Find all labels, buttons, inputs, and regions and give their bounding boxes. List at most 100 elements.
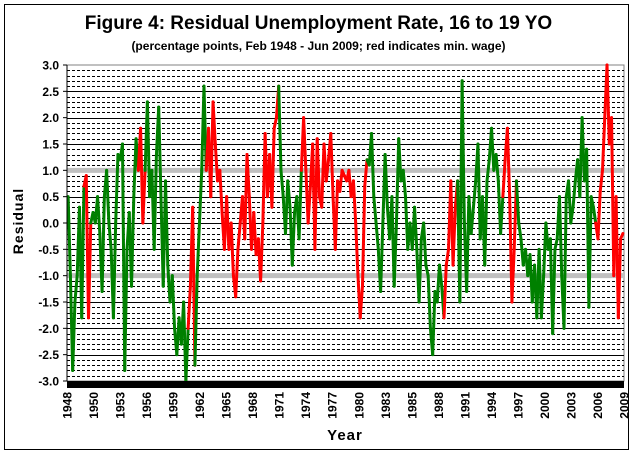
chart-title: Figure 4: Residual Unemployment Rate, 16… [84, 13, 553, 34]
series-segment [426, 274, 432, 330]
x-tick-label: 1971 [273, 392, 287, 419]
series-segment [557, 195, 564, 278]
x-tick-label: 1977 [326, 392, 340, 419]
series-segment [517, 221, 523, 241]
x-tick-label: 2000 [538, 392, 552, 419]
y-tick-label: 2.5 [42, 85, 59, 99]
series-segment [184, 326, 190, 383]
series-segment [553, 237, 559, 251]
x-tick-label: 1950 [87, 392, 101, 419]
x-tick-label: 1962 [193, 392, 207, 419]
series-segment-min-wage [605, 63, 611, 146]
series-segment [460, 79, 466, 225]
series-segment-min-wage [333, 179, 340, 251]
x-tick-label: 2009 [618, 392, 632, 419]
series-segment [111, 221, 118, 320]
series-segment [397, 137, 403, 183]
series-segment [197, 168, 204, 225]
series-segment-min-wage [218, 168, 224, 214]
series-segment-min-wage [442, 263, 448, 320]
series-segment-min-wage [302, 116, 308, 172]
x-tick-label: 1974 [299, 392, 313, 419]
series-segment-min-wage [354, 221, 360, 278]
series-segment-min-wage [600, 116, 607, 172]
series-segment [73, 274, 79, 304]
series-segment-min-wage [87, 221, 93, 320]
series-segment-min-wage [229, 221, 235, 278]
series-segment-min-wage [351, 179, 358, 225]
series-segment [370, 131, 376, 199]
series-segment-min-wage [324, 158, 331, 183]
series-segment-min-wage [211, 100, 217, 146]
series-segment [114, 153, 120, 225]
y-tick-label: -0.5 [38, 243, 59, 257]
series-segment [100, 195, 106, 293]
series-segment-min-wage [306, 184, 312, 225]
series-segment-min-wage [213, 142, 220, 183]
x-tick-label: 1991 [458, 392, 472, 419]
series-segment-min-wage [141, 168, 147, 225]
y-tick-label: 0.0 [42, 217, 59, 231]
series-segment [424, 263, 430, 278]
x-tick-label: 1983 [379, 392, 393, 419]
series-segment [562, 195, 568, 330]
series-segment-min-wage [272, 116, 278, 130]
y-tick-label: 2.0 [42, 111, 59, 125]
series-segment-min-wage [329, 131, 335, 199]
series-segment [413, 205, 419, 251]
series-segment-min-wage [501, 158, 507, 199]
series-segment-min-wage [236, 221, 242, 251]
series-segment [587, 195, 593, 309]
series-segment-min-wage [270, 126, 276, 209]
y-tick-label: 3.0 [42, 59, 59, 73]
series-segment [80, 184, 86, 320]
chart-frame [4, 4, 629, 450]
series-segment-min-wage [358, 284, 364, 320]
series-segment [499, 195, 505, 236]
y-tick-label: -1.0 [38, 269, 59, 283]
series-segment [379, 221, 385, 293]
y-tick-label: 1.0 [42, 164, 59, 178]
series-segment-min-wage [186, 284, 192, 330]
series-segment [401, 168, 408, 199]
series-segment [290, 210, 297, 267]
x-tick-label: 1968 [246, 392, 260, 419]
series-segment [374, 221, 380, 251]
series-segment-min-wage [360, 184, 367, 288]
series-segment-min-wage [505, 126, 512, 199]
series-segment-min-wage [451, 205, 457, 267]
series-segment [571, 179, 577, 209]
series-segment [123, 247, 129, 372]
series-segment [195, 221, 201, 278]
x-tick-label: 2006 [591, 392, 605, 419]
series-segment [66, 195, 72, 278]
y-axis-label: Residual [10, 187, 26, 255]
series-segment [431, 289, 437, 357]
x-tick-label: 1965 [220, 392, 234, 419]
y-tick-label: -2.5 [38, 348, 59, 362]
series-segment [130, 195, 136, 288]
y-tick-label: 1.5 [42, 138, 59, 152]
x-tick-label: 1985 [405, 392, 419, 419]
series-segment-min-wage [315, 137, 321, 199]
y-tick-label: -1.5 [38, 296, 59, 310]
series-segment [539, 274, 546, 320]
series-segment-min-wage [510, 247, 516, 304]
series-segment-min-wage [259, 221, 265, 283]
series-segment [107, 221, 113, 251]
series-segment-min-wage [338, 168, 344, 193]
series-segment-min-wage [234, 247, 240, 299]
x-tick-label: 1980 [352, 392, 366, 419]
series-segment-min-wage [619, 232, 625, 241]
x-tick-label: 1956 [140, 392, 154, 419]
y-tick-label: 0.5 [42, 190, 59, 204]
series-segment [277, 84, 283, 172]
series-segment [417, 237, 423, 304]
x-axis-bar [67, 381, 624, 388]
x-tick-label: 1997 [511, 392, 525, 419]
series-segment [383, 153, 389, 209]
x-tick-label: 1948 [61, 392, 75, 419]
series-segment [170, 274, 177, 330]
series-segment [96, 195, 102, 236]
series-segment [152, 153, 158, 251]
